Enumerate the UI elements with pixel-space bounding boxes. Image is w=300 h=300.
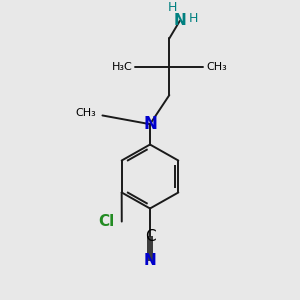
- Text: H₃C: H₃C: [111, 62, 132, 73]
- Text: Cl: Cl: [98, 214, 114, 229]
- Text: CH₃: CH₃: [76, 107, 97, 118]
- Text: N: N: [144, 253, 156, 268]
- Text: N: N: [143, 115, 157, 133]
- Text: C: C: [145, 229, 155, 244]
- Text: CH₃: CH₃: [206, 62, 227, 73]
- Text: H: H: [188, 12, 198, 25]
- Text: H: H: [168, 2, 177, 14]
- Text: N: N: [173, 14, 186, 28]
